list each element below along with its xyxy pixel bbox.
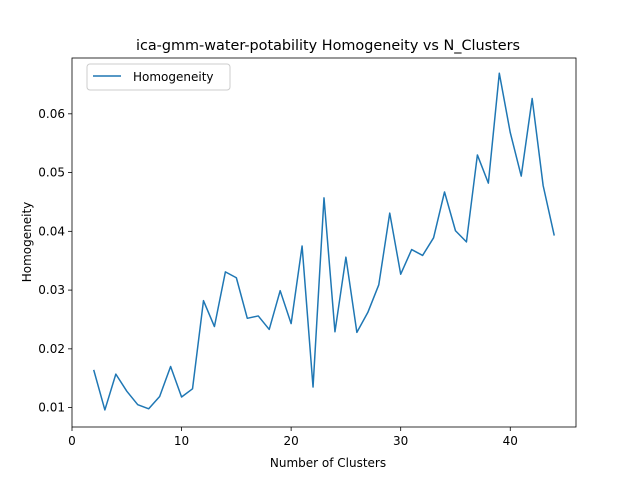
- y-tick-label: 0.04: [38, 224, 65, 238]
- chart-title: ica-gmm-water-potability Homogeneity vs …: [136, 38, 520, 54]
- y-axis-label: Homogeneity: [20, 202, 34, 283]
- y-tick-label: 0.06: [38, 107, 65, 121]
- y-tick-label: 0.03: [38, 283, 65, 297]
- x-tick-label: 10: [174, 434, 189, 448]
- y-axis-ticks: 0.01 0.02 0.03 0.04 0.05 0.06: [38, 107, 72, 415]
- y-tick-label: 0.05: [38, 166, 65, 180]
- series-lines: [92, 72, 555, 411]
- legend-label-homogeneity: Homogeneity: [133, 70, 214, 84]
- y-tick-label: 0.01: [38, 401, 65, 415]
- x-tick-label: 30: [393, 434, 408, 448]
- x-tick-label: 20: [283, 434, 298, 448]
- x-tick-label: 40: [503, 434, 518, 448]
- x-axis-label: Number of Clusters: [270, 456, 386, 470]
- legend-frame: [86, 63, 231, 91]
- x-tick-label: 0: [68, 434, 76, 448]
- y-tick-label: 0.02: [38, 342, 65, 356]
- legend: Homogeneity: [86, 63, 231, 91]
- plot-frame: [71, 57, 577, 428]
- series-line-homogeneity: [92, 72, 555, 411]
- x-axis-ticks: 0 10 20 30 40: [68, 427, 518, 448]
